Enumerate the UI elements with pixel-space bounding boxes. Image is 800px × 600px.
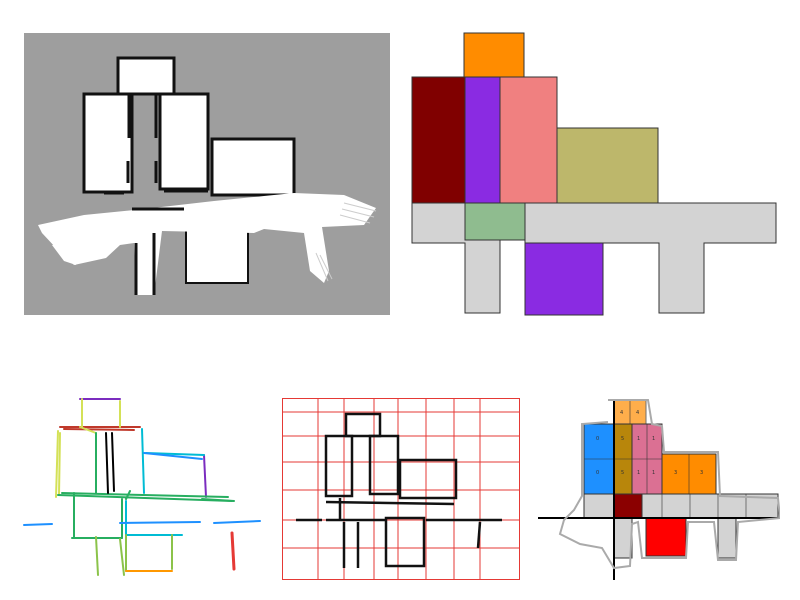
wall-box-top <box>344 412 382 438</box>
line-segments <box>23 398 261 576</box>
room-segmentation <box>411 32 777 316</box>
cell-maroon <box>613 493 643 519</box>
room-segmentation-panel <box>410 32 780 317</box>
green-room <box>464 202 526 241</box>
occupancy-map <box>24 33 390 315</box>
cell-label: 5 <box>621 470 624 476</box>
cell-label: 1 <box>652 470 655 476</box>
wall-box-right <box>398 458 458 500</box>
grid-lines-panel <box>282 398 520 580</box>
cell-decomposition: 4 4 0 5 1 1 0 5 1 1 3 3 <box>538 399 780 580</box>
occupancy-map-panel <box>24 33 390 315</box>
cell-label: 1 <box>637 436 640 442</box>
khaki-room <box>556 127 659 204</box>
map-room-right <box>210 137 296 197</box>
segment-group-green <box>57 432 235 539</box>
grid-wall-lines <box>296 412 502 568</box>
map-room-top <box>116 56 176 96</box>
map-room-left <box>82 92 134 194</box>
segment-group-bright-red <box>230 531 236 571</box>
map-scan-noise <box>315 202 377 282</box>
cell-map-outline <box>558 399 780 570</box>
segment-group-blue <box>23 452 261 526</box>
line-segments-panel <box>22 393 264 588</box>
cell-label: 1 <box>652 436 655 442</box>
cell-labels: 4 4 0 5 1 1 0 5 1 1 3 3 <box>596 410 703 476</box>
free-space <box>82 56 296 284</box>
violet-lower-room <box>524 242 604 316</box>
cell-gray-left <box>613 517 633 559</box>
wall-box-lower <box>384 516 426 568</box>
segment-group-purple <box>79 398 207 498</box>
cell-red <box>645 517 687 557</box>
cell-label: 3 <box>700 470 703 476</box>
salmon-room <box>499 76 558 204</box>
cell-label: 3 <box>674 470 677 476</box>
cell-gray-right <box>717 517 737 559</box>
segment-group-black <box>105 432 115 494</box>
cell-label: 4 <box>620 410 623 416</box>
grid-lines <box>282 398 520 580</box>
map-corridor <box>38 193 376 295</box>
cell-black-axes <box>538 400 780 580</box>
cell-label: 5 <box>621 436 624 442</box>
wall-box-left <box>324 434 354 498</box>
wall-box-center <box>368 434 400 496</box>
cell-label: 1 <box>637 470 640 476</box>
cell-decomposition-panel: 4 4 0 5 1 1 0 5 1 1 3 3 <box>538 398 780 582</box>
segment-group-lime <box>95 534 173 576</box>
cell-grid-lines <box>584 400 747 518</box>
map-room-center <box>158 92 210 191</box>
violet-room <box>464 76 501 204</box>
map-corridor-stub <box>52 241 82 265</box>
map-wall-details <box>104 95 208 295</box>
orange-room <box>463 32 525 78</box>
cell-label: 4 <box>636 410 639 416</box>
segment-group-cyan <box>125 428 205 536</box>
segment-group-red <box>59 426 141 431</box>
maroon-room <box>411 76 466 204</box>
segment-group-yellow <box>55 398 121 498</box>
cell-label: 0 <box>596 470 599 476</box>
cell-label: 0 <box>596 436 599 442</box>
